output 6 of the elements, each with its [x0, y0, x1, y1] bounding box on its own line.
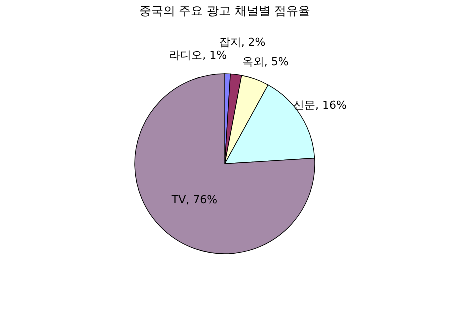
chart-title: 중국의 주요 광고 채널별 점유율 — [139, 4, 311, 18]
slice-label: TV, 76% — [170, 193, 218, 206]
slice-label: 라디오, 1% — [170, 49, 228, 62]
slice-label: 잡지, 2% — [219, 36, 266, 49]
slice-label: 옥외, 5% — [242, 55, 289, 68]
slice-label: 신문, 16% — [293, 99, 347, 112]
